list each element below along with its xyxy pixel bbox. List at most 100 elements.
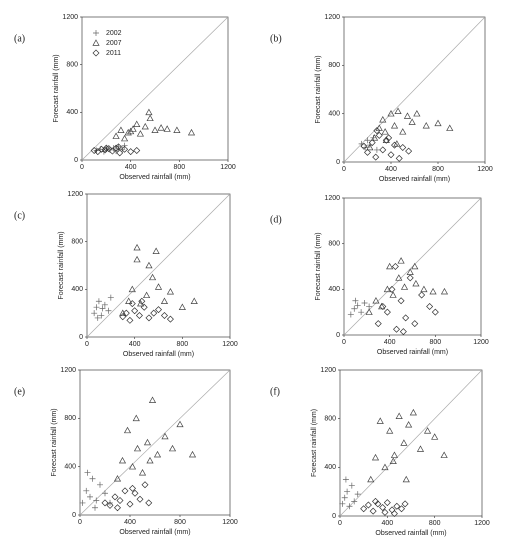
point	[402, 314, 410, 322]
point	[187, 128, 196, 136]
point	[129, 484, 136, 492]
point	[101, 499, 109, 507]
y-axis-label: Forecast rainfall (mm)	[315, 55, 322, 123]
point	[364, 137, 371, 144]
point	[395, 154, 403, 162]
point	[117, 126, 125, 133]
legend-label: 2007	[106, 40, 122, 47]
point	[133, 444, 142, 452]
point	[145, 314, 153, 322]
point	[386, 262, 394, 270]
point	[145, 261, 153, 269]
point	[83, 487, 90, 494]
point	[119, 146, 126, 153]
point	[160, 297, 169, 304]
point	[372, 497, 379, 505]
x-tick-label: 1200	[220, 164, 236, 171]
point	[128, 285, 136, 293]
x-tick-label: 400	[385, 166, 397, 173]
point	[370, 134, 377, 141]
point	[391, 263, 399, 270]
point	[382, 136, 390, 144]
point	[120, 134, 129, 142]
x-tick-label: 400	[125, 164, 137, 171]
plot-frame	[343, 16, 486, 163]
point	[393, 325, 401, 333]
point	[116, 149, 124, 157]
y-axis-label: Forecast rainfall (mm)	[315, 232, 322, 300]
point	[393, 502, 401, 510]
legend-label: 2002	[106, 30, 122, 37]
point	[123, 426, 132, 434]
y-tick-label: 800	[328, 62, 340, 69]
point	[381, 128, 389, 135]
point	[361, 300, 368, 307]
x-tick-label: 400	[129, 341, 141, 348]
point	[173, 126, 181, 133]
point	[148, 396, 157, 403]
point	[137, 299, 145, 307]
point	[94, 314, 101, 321]
point	[446, 124, 454, 131]
y-tick-label: 800	[66, 62, 78, 69]
one-to-one-line	[86, 193, 231, 338]
point	[385, 134, 393, 142]
point	[133, 120, 141, 127]
point	[146, 114, 154, 122]
point	[406, 274, 414, 282]
panel-label: (d)	[270, 214, 282, 225]
x-tick-label: 0	[78, 519, 82, 526]
y-tick-label: 800	[324, 416, 336, 423]
x-tick-label: 400	[381, 520, 393, 527]
x-tick-label: 800	[173, 164, 185, 171]
point	[412, 279, 420, 287]
point	[98, 312, 105, 319]
point	[121, 487, 129, 495]
point	[176, 420, 184, 428]
point	[112, 132, 120, 139]
point	[402, 475, 410, 483]
point	[429, 287, 437, 295]
point	[92, 504, 98, 511]
panel: 0 400 800 1200 0 400 800 1200 Observed rainfall …	[14, 191, 238, 358]
point	[371, 453, 380, 461]
point	[160, 312, 168, 320]
point	[107, 294, 114, 301]
point	[388, 506, 396, 514]
y-tick-label: 400	[328, 111, 340, 118]
point	[374, 500, 382, 508]
point	[422, 122, 430, 129]
point	[395, 412, 403, 419]
x-tick-label: 0	[342, 339, 346, 346]
point	[111, 493, 119, 501]
legend-marker	[93, 30, 99, 36]
point	[146, 456, 154, 464]
point	[140, 303, 148, 311]
point	[168, 444, 177, 452]
y-tick-label: 400	[324, 464, 336, 471]
point	[115, 143, 122, 151]
x-tick-label: 800	[176, 341, 188, 348]
point	[119, 309, 127, 316]
x-tick-label: 1200	[222, 519, 238, 526]
panel-label: (b)	[270, 33, 282, 44]
y-tick-label: 1200	[320, 367, 336, 374]
point	[394, 107, 402, 114]
x-tick-label: 400	[124, 519, 136, 526]
x-tick-label: 1200	[477, 166, 493, 173]
y-tick-label: 400	[64, 464, 76, 471]
legend-marker	[92, 49, 100, 57]
point	[372, 297, 380, 304]
point	[152, 247, 160, 254]
point	[383, 308, 391, 316]
y-axis-label: Forecast rainfall (mm)	[53, 54, 60, 122]
x-axis-label: Observed rainfall (mm)	[119, 529, 190, 536]
x-axis-label: Observed rainfall (mm)	[379, 176, 450, 183]
point	[151, 126, 159, 133]
x-axis-label: Observed rainfall (mm)	[375, 530, 446, 537]
panel: 0 400 800 1200 0 400 800 1200 Observed rainfall …	[270, 195, 489, 356]
point	[408, 118, 416, 125]
point	[354, 491, 361, 498]
panel-label: (e)	[14, 386, 25, 397]
